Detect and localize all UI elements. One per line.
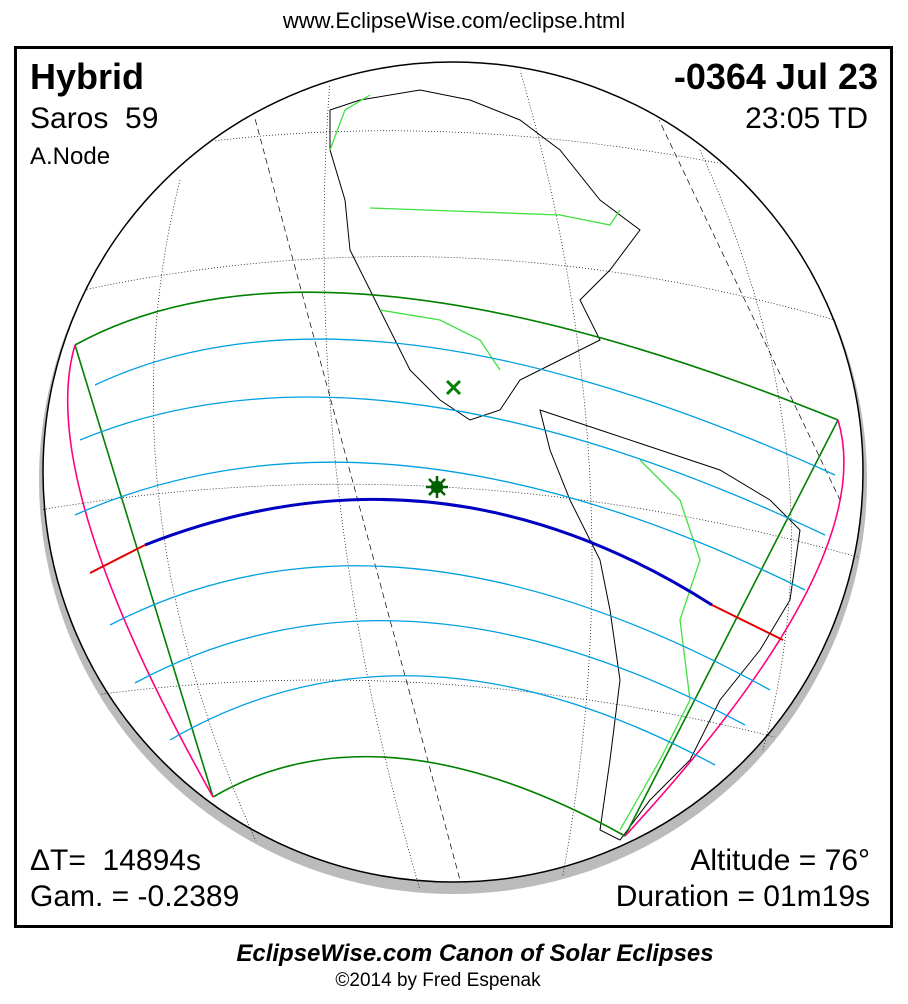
central-line-annular-west — [89, 544, 146, 574]
eclipse-time: 23:05 TD — [745, 102, 868, 135]
delta-t: ΔT= 14894s — [30, 844, 201, 877]
northern-penumbral-limit — [74, 291, 839, 421]
eclipse-type: Hybrid — [30, 56, 145, 97]
x-icon — [445, 379, 462, 396]
western-rise-limit — [74, 344, 214, 798]
eclipse-path — [66, 291, 845, 837]
eastern-set-curve — [624, 419, 845, 837]
graticule — [40, 69, 866, 891]
header-url: www.EclipseWise.com/eclipse.html — [282, 8, 626, 33]
eastern-set-limit — [624, 419, 839, 837]
saros: Saros 59 — [30, 102, 159, 135]
footer-title: EclipseWise.com Canon of Solar Eclipses — [236, 940, 714, 967]
duration: Duration = 01m19s — [615, 880, 870, 913]
star-icon — [426, 476, 448, 498]
gamma: Gam. = -0.2389 — [30, 880, 240, 913]
altitude: Altitude = 76° — [690, 844, 870, 877]
borders — [329, 94, 701, 831]
central-line-hybrid — [144, 497, 713, 607]
central-line-annular-east — [711, 604, 784, 641]
footer-copyright: ©2014 by Fred Espenak — [335, 970, 541, 991]
node: A.Node — [30, 143, 111, 170]
southern-penumbral-limit — [212, 755, 626, 837]
western-rise-curve — [66, 344, 214, 798]
map-frame — [14, 46, 893, 928]
eclipse-date: -0364 Jul 23 — [673, 56, 878, 97]
coastlines — [329, 89, 801, 841]
